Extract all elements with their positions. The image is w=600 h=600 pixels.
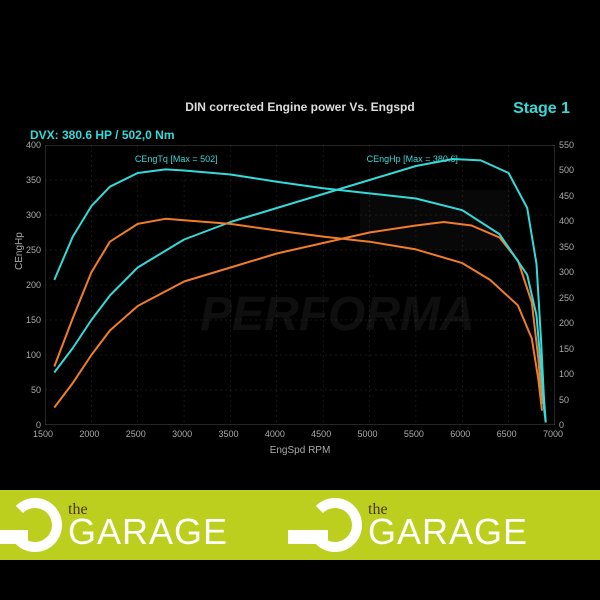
x-tick: 4500 bbox=[311, 429, 331, 439]
y-tick-left: 0 bbox=[36, 420, 41, 430]
y-tick-left: 50 bbox=[31, 385, 41, 395]
y-tick-left: 350 bbox=[26, 175, 41, 185]
y-tick-left: 250 bbox=[26, 245, 41, 255]
x-tick: 6500 bbox=[497, 429, 517, 439]
chart-title: DIN corrected Engine power Vs. Engspd bbox=[0, 100, 600, 114]
series-annotation: CEngTq [Max = 502] bbox=[135, 154, 218, 164]
y-tick-right: 150 bbox=[559, 344, 574, 354]
x-tick: 7000 bbox=[543, 429, 563, 439]
footer-banner: the GARAGE the GARAGE bbox=[0, 490, 600, 560]
y-tick-left: 300 bbox=[26, 210, 41, 220]
wrench-icon bbox=[308, 498, 362, 552]
y-tick-right: 50 bbox=[559, 395, 569, 405]
x-tick: 5500 bbox=[404, 429, 424, 439]
logo-2: the GARAGE bbox=[300, 490, 600, 560]
logo-1: the GARAGE bbox=[0, 490, 300, 560]
x-tick: 3500 bbox=[218, 429, 238, 439]
x-tick: 5000 bbox=[358, 429, 378, 439]
y-tick-right: 450 bbox=[559, 191, 574, 201]
dyno-chart bbox=[45, 145, 555, 425]
y-tick-left: 150 bbox=[26, 315, 41, 325]
dvx-readout: DVX: 380.6 HP / 502,0 Nm bbox=[30, 128, 175, 142]
y-tick-left: 400 bbox=[26, 140, 41, 150]
x-tick: 6000 bbox=[450, 429, 470, 439]
logo-garage: GARAGE bbox=[368, 517, 528, 548]
y-tick-right: 300 bbox=[559, 267, 574, 277]
y-tick-right: 100 bbox=[559, 369, 574, 379]
x-tick: 1500 bbox=[33, 429, 53, 439]
x-tick: 3000 bbox=[172, 429, 192, 439]
y-tick-right: 400 bbox=[559, 216, 574, 226]
x-tick: 2500 bbox=[126, 429, 146, 439]
y-tick-right: 350 bbox=[559, 242, 574, 252]
y-tick-left: 200 bbox=[26, 280, 41, 290]
logo-garage: GARAGE bbox=[68, 517, 228, 548]
x-tick: 2000 bbox=[79, 429, 99, 439]
y-tick-right: 250 bbox=[559, 293, 574, 303]
stage-label: Stage 1 bbox=[513, 100, 570, 118]
y-tick-right: 200 bbox=[559, 318, 574, 328]
y-axis-left-label: CEngHp bbox=[14, 232, 25, 270]
x-tick: 4000 bbox=[265, 429, 285, 439]
series-annotation: CEngHp [Max = 380.6] bbox=[367, 154, 458, 164]
y-tick-right: 0 bbox=[559, 420, 564, 430]
y-tick-right: 550 bbox=[559, 140, 574, 150]
x-axis-label: EngSpd RPM bbox=[0, 445, 600, 456]
y-tick-left: 100 bbox=[26, 350, 41, 360]
y-tick-right: 500 bbox=[559, 165, 574, 175]
wrench-icon bbox=[8, 498, 62, 552]
